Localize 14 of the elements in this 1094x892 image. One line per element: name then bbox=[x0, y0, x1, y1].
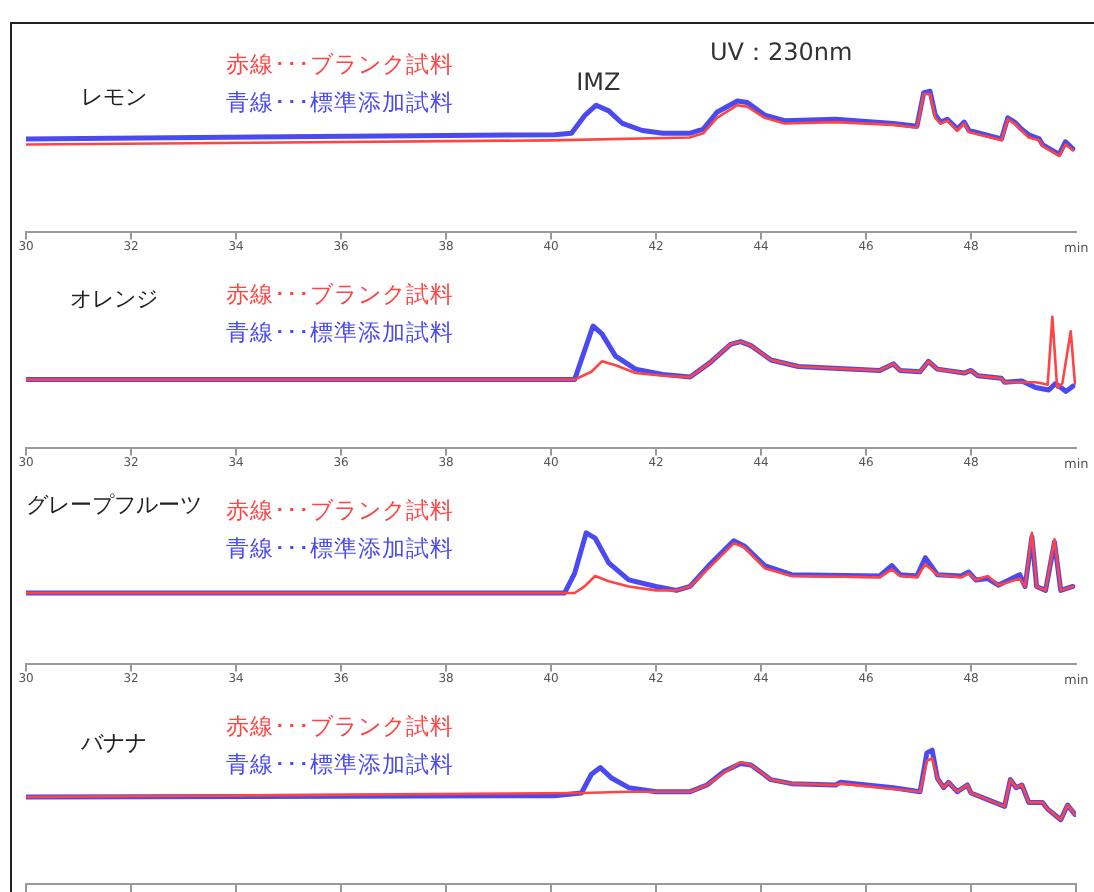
annotation: IMZ bbox=[576, 67, 621, 96]
chart-title: グレープフルーツ bbox=[26, 492, 202, 520]
chart-title: バナナ bbox=[81, 730, 147, 758]
series-label: 青線･･･標準添加試料 bbox=[226, 316, 454, 350]
series-label: 青線･･･標準添加試料 bbox=[226, 748, 454, 782]
text: 赤線･･･ブランク試料 bbox=[226, 278, 454, 312]
series-label: 青線･･･標準添加試料 bbox=[226, 532, 454, 566]
chart-title: オレンジ bbox=[70, 286, 158, 314]
text: 赤線･･･ブランク試料 bbox=[226, 710, 454, 744]
text: 赤線･･･ブランク試料 bbox=[226, 494, 454, 528]
chart-title: レモン bbox=[81, 84, 147, 112]
text: 赤線･･･ブランク試料 bbox=[226, 48, 454, 82]
text: UV：230nm bbox=[710, 38, 853, 66]
series-label: 青線･･･標準添加試料 bbox=[226, 86, 454, 120]
